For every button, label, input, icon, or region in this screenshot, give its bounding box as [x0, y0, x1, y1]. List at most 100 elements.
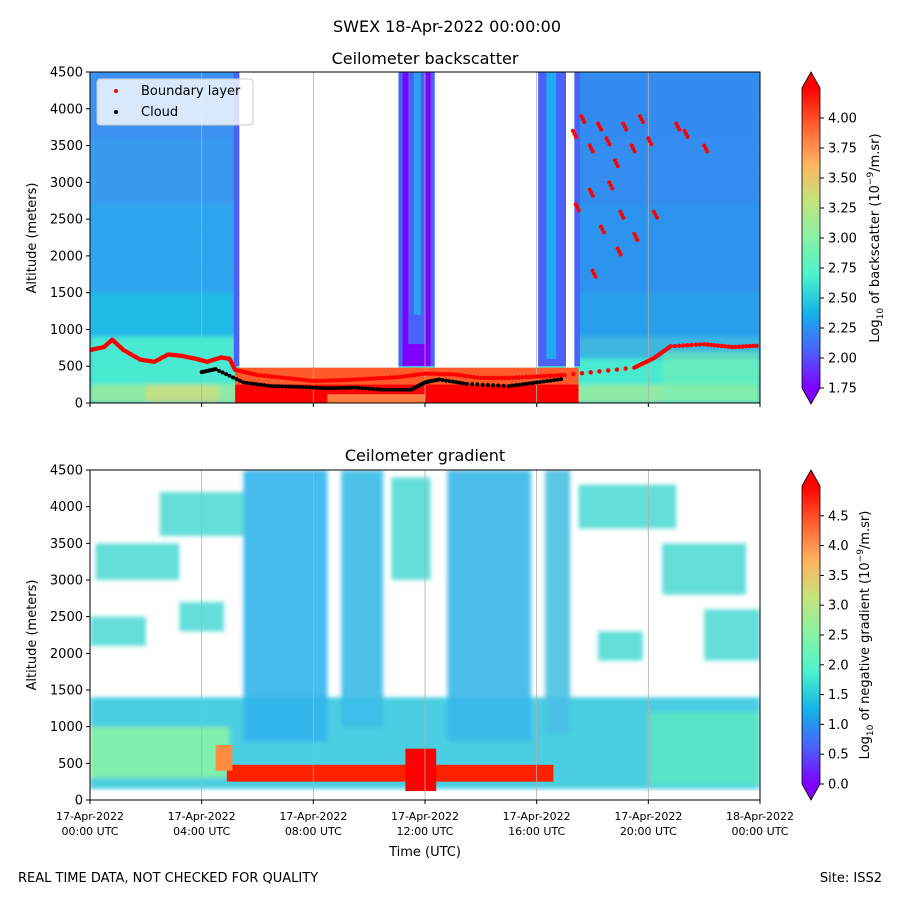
boundary-layer-point [311, 378, 316, 384]
heat-edge [536, 72, 544, 367]
y-tick-label: 0 [75, 794, 83, 809]
boundary-layer-point [703, 146, 708, 151]
heat-edge [397, 72, 405, 367]
x-tick-label-date: 17-Apr-2022 [56, 810, 124, 823]
boundary-layer-point [485, 375, 491, 381]
boundary-layer-point [464, 373, 470, 379]
boundary-layer-point [506, 375, 511, 381]
y-tick-label: 4000 [50, 102, 83, 117]
legend-marker-cloud [114, 110, 118, 114]
cloud-point [304, 385, 309, 390]
cloud-point [377, 387, 382, 392]
boundary-layer-point [629, 143, 634, 148]
heat-column [447, 470, 532, 742]
cloud-point [346, 385, 351, 390]
colorbar-tick-label: 3.0 [828, 599, 849, 614]
boundary-layer-point [589, 146, 594, 151]
boundary-layer-point [676, 343, 682, 349]
boundary-layer-point [610, 186, 615, 191]
heat-column [545, 470, 571, 734]
boundary-layer-point [618, 209, 623, 214]
cloud-point [213, 367, 218, 372]
boundary-layer-point [624, 127, 629, 132]
boundary-layer-point [571, 371, 576, 377]
heat-column [341, 470, 384, 727]
boundary-layer-point [415, 372, 421, 377]
boundary-layer-point [353, 377, 358, 382]
boundary-layer-point [631, 146, 636, 151]
boundary-layer-point [318, 378, 323, 383]
gradient-panel: Ceilometer gradient 0 500 1000 1500 2000 2500… [25, 446, 876, 860]
x-tick-label-date: 17-Apr-2022 [503, 810, 571, 823]
heat-cloud-base [327, 394, 425, 403]
cloud-point [238, 378, 243, 383]
colorbar-tick-label: 0.0 [828, 778, 849, 793]
footer-site: Site: ISS2 [820, 871, 882, 886]
boundary-layer-point [342, 377, 347, 383]
heat-blank [239, 72, 399, 368]
gradient-x-ticks: 17-Apr-2022 00:00 UTC 17-Apr-2022 04:00 UTC… [56, 800, 794, 838]
boundary-layer-point [750, 343, 756, 349]
boundary-layer-point [572, 131, 577, 136]
boundary-layer-point [615, 164, 620, 169]
cloud-point [480, 382, 485, 387]
boundary-layer-point [450, 372, 456, 377]
boundary-layer-point [433, 371, 438, 377]
cloud-point [470, 382, 475, 387]
boundary-layer-point [608, 183, 613, 188]
boundary-layer-point [592, 271, 596, 276]
boundary-layer-point [265, 373, 271, 379]
boundary-layer-point [607, 180, 612, 185]
boundary-layer-point [747, 343, 752, 349]
heat-band [90, 726, 230, 778]
boundary-layer-point [599, 127, 604, 132]
boundary-layer-point [689, 342, 694, 348]
boundary-layer-point [429, 371, 435, 376]
backscatter-legend: Boundary layer Cloud [96, 78, 254, 126]
y-tick-label: 0 [75, 397, 83, 412]
x-tick-label-time: 00:00 UTC [61, 825, 118, 838]
boundary-layer-point [314, 378, 320, 384]
boundary-layer-point [587, 187, 592, 192]
boundary-layer-point [530, 374, 536, 379]
boundary-layer-point [654, 215, 659, 220]
cloud-point [300, 385, 305, 390]
boundary-layer-point [712, 343, 717, 348]
cloud-point [545, 379, 550, 384]
boundary-layer-point [359, 376, 365, 382]
cloud-point [524, 381, 529, 386]
boundary-layer-point [600, 227, 605, 232]
cloud-point [335, 386, 340, 391]
boundary-layer-point [412, 372, 417, 378]
cloud-point [321, 386, 326, 391]
legend-label-boundary-layer: Boundary layer [141, 84, 241, 99]
colorbar-tick-label: 2.25 [828, 322, 857, 337]
boundary-layer-point [527, 374, 532, 380]
backscatter-ylabel: Altitude (meters) [25, 183, 40, 294]
boundary-layer-point [597, 124, 602, 129]
boundary-layer-point [356, 377, 361, 382]
boundary-layer-point [701, 341, 707, 347]
boundary-layer-point [682, 128, 687, 133]
colorbar-tick-label: 0.5 [828, 748, 849, 763]
heat-edge [429, 72, 437, 367]
boundary-layer-point [436, 371, 442, 377]
colorbar-label: Log10 of negative gradient (10−9/m.sr) [856, 511, 876, 760]
cloud-point [279, 384, 284, 389]
cloud-point [517, 382, 522, 387]
boundary-layer-point [471, 374, 477, 380]
boundary-layer-point [618, 252, 623, 257]
boundary-layer-point [653, 212, 658, 217]
cloud-point [245, 380, 250, 385]
cloud-point [464, 381, 469, 386]
gradient-xlabel: Time (UTC) [388, 845, 461, 860]
x-tick-label-time: 20:00 UTC [620, 825, 677, 838]
boundary-layer-point [647, 139, 652, 144]
boundary-layer-point [719, 343, 724, 349]
boundary-layer-point [740, 344, 745, 349]
boundary-layer-point [405, 373, 410, 379]
cloud-point [311, 385, 316, 390]
cloud-point [450, 379, 455, 384]
boundary-layer-point [443, 371, 449, 377]
cloud-point [506, 384, 511, 389]
